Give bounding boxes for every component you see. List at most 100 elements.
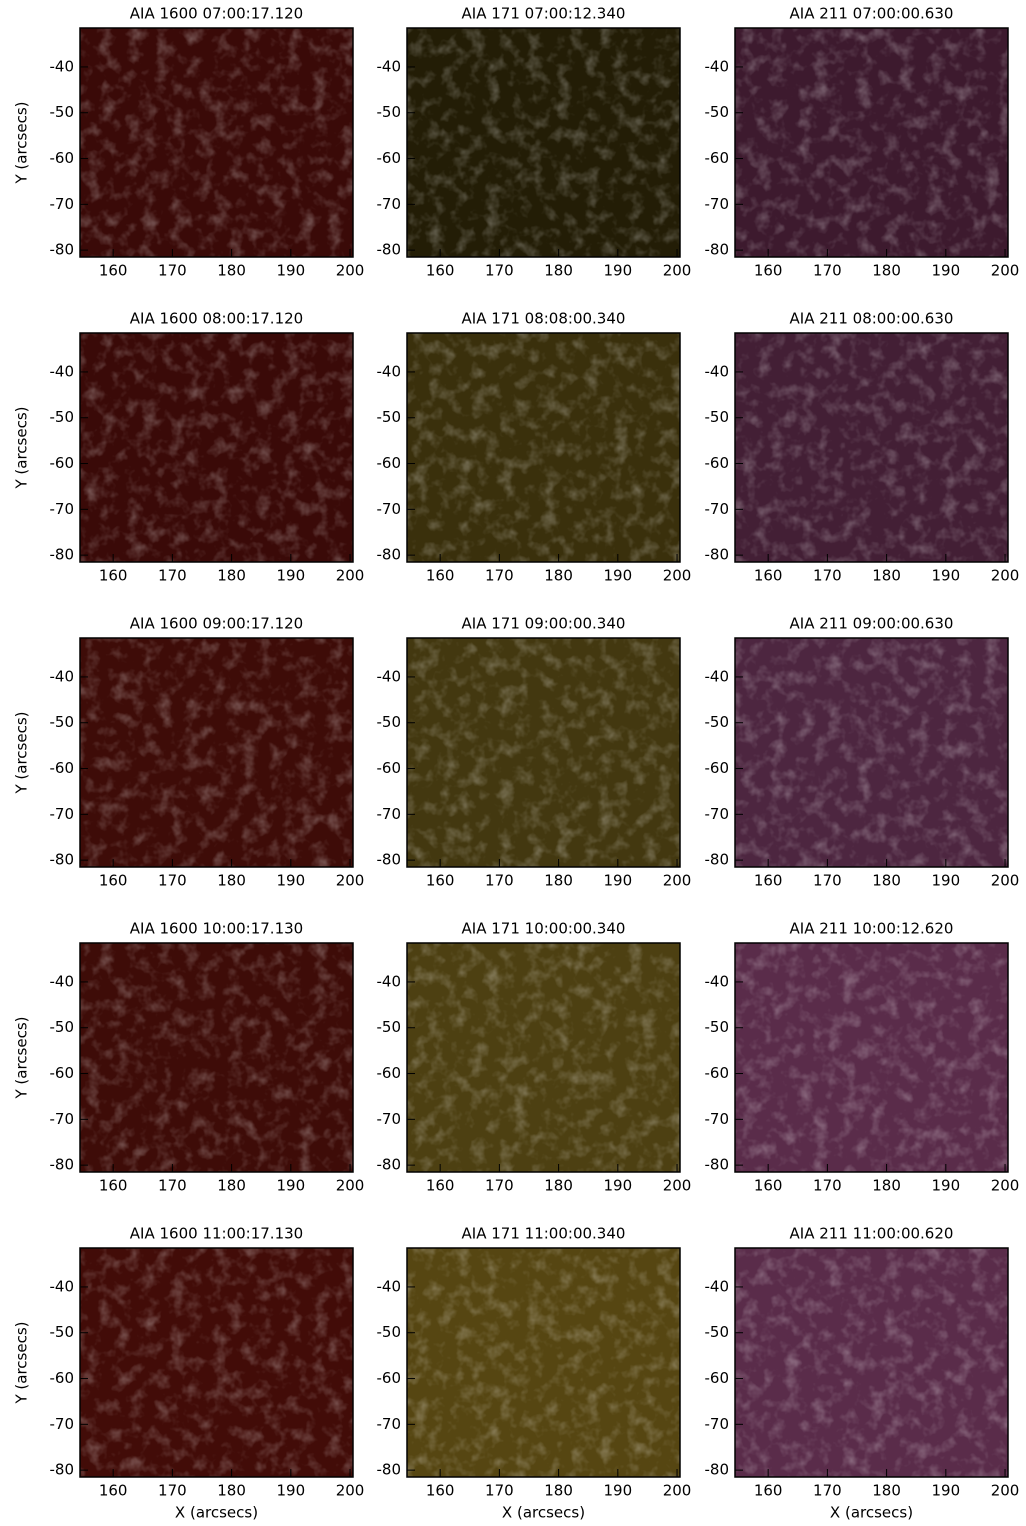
image-texture xyxy=(80,1248,353,1477)
image-texture xyxy=(407,28,680,257)
x-tick-label: 160 xyxy=(426,1177,455,1195)
panel-title: AIA 211 07:00:00.630 xyxy=(790,5,954,23)
x-tick-label: 200 xyxy=(663,567,692,585)
x-tick-label: 200 xyxy=(991,567,1020,585)
y-tick-label: -80 xyxy=(50,241,75,259)
x-tick-label: 160 xyxy=(426,567,455,585)
y-tick-label: -80 xyxy=(377,1461,402,1479)
y-tick-label: -80 xyxy=(377,241,402,259)
y-axis-label: Y (arcsecs) xyxy=(13,1016,31,1099)
panel-title: AIA 211 11:00:00.620 xyxy=(790,1225,954,1243)
panel: AIA 211 09:00:00.630160170180190200-40-5… xyxy=(705,615,1020,890)
x-tick-label: 190 xyxy=(603,567,632,585)
x-tick-label: 160 xyxy=(426,872,455,890)
y-tick-label: -70 xyxy=(377,195,402,213)
y-tick-label: -50 xyxy=(377,408,402,426)
y-tick-label: -60 xyxy=(377,1064,402,1082)
image-texture xyxy=(735,1248,1008,1477)
y-tick-label: -60 xyxy=(377,454,402,472)
x-tick-label: 190 xyxy=(603,872,632,890)
y-tick-label: -50 xyxy=(377,1018,402,1036)
y-tick-label: -70 xyxy=(50,500,75,518)
x-tick-label: 190 xyxy=(931,872,960,890)
x-tick-label: 160 xyxy=(426,262,455,280)
y-tick-label: -80 xyxy=(50,546,75,564)
x-tick-label: 170 xyxy=(158,872,187,890)
x-tick-label: 180 xyxy=(872,1177,901,1195)
image-texture xyxy=(80,638,353,867)
x-tick-label: 180 xyxy=(217,262,246,280)
y-tick-label: -40 xyxy=(50,362,75,380)
panel-title: AIA 1600 11:00:17.130 xyxy=(130,1225,303,1243)
panel-title: AIA 211 09:00:00.630 xyxy=(790,615,954,633)
y-tick-label: -60 xyxy=(377,149,402,167)
panel-title: AIA 211 10:00:12.620 xyxy=(790,920,954,938)
panel-title: AIA 1600 08:00:17.120 xyxy=(130,310,303,328)
y-tick-label: -80 xyxy=(377,1156,402,1174)
x-axis-label: X (arcsecs) xyxy=(502,1504,585,1522)
y-tick-label: -50 xyxy=(705,713,730,731)
panel: AIA 171 08:08:00.340160170180190200-40-5… xyxy=(377,310,692,585)
y-tick-label: -50 xyxy=(50,713,75,731)
x-tick-label: 200 xyxy=(991,1177,1020,1195)
y-axis-label: Y (arcsecs) xyxy=(13,101,31,184)
panel-title: AIA 1600 07:00:17.120 xyxy=(130,5,303,23)
y-tick-label: -50 xyxy=(705,408,730,426)
x-tick-label: 200 xyxy=(336,872,365,890)
y-tick-label: -40 xyxy=(50,1277,75,1295)
x-tick-label: 200 xyxy=(991,262,1020,280)
x-tick-label: 180 xyxy=(872,567,901,585)
y-axis-label: Y (arcsecs) xyxy=(13,711,31,794)
y-tick-label: -70 xyxy=(50,805,75,823)
x-tick-label: 160 xyxy=(754,262,783,280)
y-tick-label: -40 xyxy=(377,1277,402,1295)
x-tick-label: 200 xyxy=(336,1482,365,1500)
x-tick-label: 190 xyxy=(603,1482,632,1500)
x-tick-label: 180 xyxy=(872,872,901,890)
x-tick-label: 190 xyxy=(276,262,305,280)
x-tick-label: 170 xyxy=(158,262,187,280)
y-tick-label: -70 xyxy=(705,1415,730,1433)
panel-title: AIA 1600 10:00:17.130 xyxy=(130,920,303,938)
x-tick-label: 160 xyxy=(754,872,783,890)
image-texture xyxy=(80,943,353,1172)
image-texture xyxy=(735,943,1008,1172)
image-texture xyxy=(80,28,353,257)
x-tick-label: 170 xyxy=(485,1177,514,1195)
y-tick-label: -80 xyxy=(705,1461,730,1479)
x-tick-label: 190 xyxy=(276,872,305,890)
y-tick-label: -70 xyxy=(705,195,730,213)
x-tick-label: 200 xyxy=(336,567,365,585)
x-tick-label: 190 xyxy=(931,567,960,585)
y-tick-label: -50 xyxy=(50,408,75,426)
x-tick-label: 170 xyxy=(813,567,842,585)
y-tick-label: -70 xyxy=(50,1415,75,1433)
y-tick-label: -40 xyxy=(377,667,402,685)
x-tick-label: 160 xyxy=(99,567,128,585)
y-tick-label: -80 xyxy=(705,241,730,259)
x-axis-label: X (arcsecs) xyxy=(175,1504,258,1522)
x-tick-label: 160 xyxy=(754,1482,783,1500)
panel-title: AIA 171 08:08:00.340 xyxy=(462,310,626,328)
y-tick-label: -40 xyxy=(50,667,75,685)
y-tick-label: -40 xyxy=(377,57,402,75)
panel-title: AIA 171 10:00:00.340 xyxy=(462,920,626,938)
y-tick-label: -60 xyxy=(705,1064,730,1082)
x-tick-label: 180 xyxy=(544,1177,573,1195)
y-tick-label: -60 xyxy=(50,1064,75,1082)
panel: AIA 211 11:00:00.620160170180190200-40-5… xyxy=(705,1225,1020,1522)
x-tick-label: 170 xyxy=(158,567,187,585)
y-tick-label: -50 xyxy=(50,1018,75,1036)
x-tick-label: 200 xyxy=(336,262,365,280)
x-tick-label: 200 xyxy=(663,1177,692,1195)
y-tick-label: -60 xyxy=(50,759,75,777)
y-tick-label: -50 xyxy=(377,103,402,121)
y-tick-label: -40 xyxy=(705,362,730,380)
y-tick-label: -50 xyxy=(377,1323,402,1341)
y-tick-label: -80 xyxy=(705,851,730,869)
